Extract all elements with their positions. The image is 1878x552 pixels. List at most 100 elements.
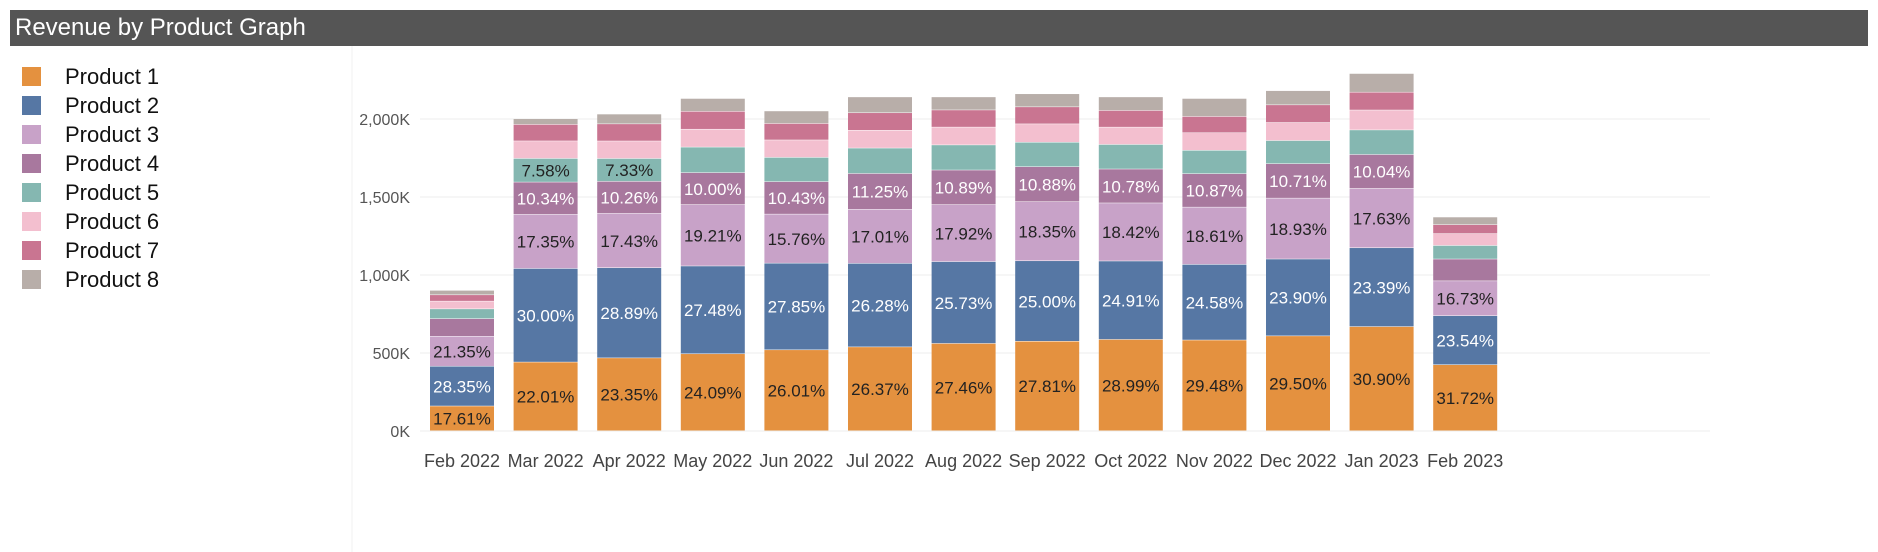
bar-segment	[931, 97, 996, 110]
legend-swatch	[22, 270, 41, 289]
x-tick-label: Nov 2022	[1176, 451, 1253, 471]
bar-segment	[764, 181, 829, 214]
bar-segment	[680, 98, 745, 112]
bar-segment	[513, 158, 578, 182]
data-label: 24.09%	[684, 384, 742, 403]
bar-segment	[597, 358, 662, 431]
bar-segment	[931, 343, 996, 431]
bar-segment	[1098, 339, 1163, 431]
bar-segment	[1433, 245, 1498, 259]
x-tick-label: Apr 2022	[593, 451, 666, 471]
bar-segment	[1266, 90, 1330, 105]
legend-label: Product 5	[65, 179, 160, 205]
data-label: 28.35%	[433, 377, 491, 396]
data-label: 10.00%	[684, 180, 742, 199]
bar-segment	[1098, 144, 1163, 169]
x-tick-label: Jan 2023	[1345, 451, 1419, 471]
bar-segment	[764, 214, 829, 263]
bar-segment	[1098, 127, 1163, 145]
data-label: 10.04%	[1353, 163, 1411, 182]
legend-item-product-8[interactable]: Product 8	[22, 265, 322, 294]
bar-segment	[1015, 142, 1080, 167]
x-tick-label: Feb 2023	[1427, 451, 1503, 471]
bar-segment	[1098, 261, 1163, 340]
bar-segment	[1266, 140, 1330, 164]
y-tick-label: 1,500K	[359, 190, 410, 207]
legend-item-product-4[interactable]: Product 4	[22, 149, 322, 178]
data-label: 17.61%	[433, 410, 491, 429]
bar-segment	[848, 209, 912, 264]
bar-segment	[848, 130, 912, 148]
bar-segment	[848, 148, 912, 174]
stacked-bar-chart: 0K 500K 1,000K 1,500K 2,000K 17.61% 28.35% 21.3…	[350, 46, 1714, 552]
bar-segment	[597, 213, 662, 268]
data-label: 7.58%	[521, 162, 569, 181]
bar-segment	[1433, 233, 1498, 246]
bar-segment	[1182, 340, 1247, 431]
bar-segment	[1433, 217, 1498, 225]
bar-segment	[1015, 107, 1080, 124]
bar-segment	[1266, 336, 1330, 431]
bar-segment	[848, 113, 912, 131]
data-label: 25.00%	[1018, 292, 1076, 311]
bar-segment	[680, 147, 745, 173]
bar-segment	[1098, 110, 1163, 127]
bar-segment	[1349, 248, 1414, 327]
data-label: 24.91%	[1102, 291, 1160, 310]
data-label: 27.85%	[768, 298, 826, 317]
bar-segment	[1349, 326, 1414, 431]
bar-segment	[931, 204, 996, 262]
data-label: 18.35%	[1018, 223, 1076, 242]
bar-segment	[764, 111, 829, 124]
bar-segment	[513, 182, 578, 215]
legend-item-product-5[interactable]: Product 5	[22, 178, 322, 207]
x-tick-label: Jul 2022	[846, 451, 914, 471]
bar-segment	[1182, 116, 1247, 133]
bar-segment	[597, 268, 662, 358]
bar-segment	[1098, 169, 1163, 203]
bar-segment	[680, 111, 745, 129]
bar-segment	[764, 263, 829, 350]
legend-swatch	[22, 154, 41, 173]
bar-segment	[1266, 163, 1330, 198]
data-label: 17.92%	[935, 224, 993, 243]
data-label: 18.42%	[1102, 223, 1160, 242]
bar-segment	[1433, 315, 1498, 365]
data-label: 26.37%	[851, 380, 909, 399]
bar-segment	[848, 347, 912, 431]
bar-segment	[513, 124, 578, 141]
data-label: 25.73%	[935, 294, 993, 313]
legend-swatch	[22, 125, 41, 144]
data-label: 10.43%	[768, 189, 826, 208]
bar-segment	[1015, 94, 1080, 107]
chart-area: 0K 500K 1,000K 1,500K 2,000K 17.61% 28.35% 21.3…	[348, 46, 1716, 552]
bar-segment	[1015, 124, 1080, 143]
data-label: 29.48%	[1186, 377, 1244, 396]
bar-segment	[1182, 207, 1247, 265]
bar-segment	[1098, 203, 1163, 261]
bar-segment	[931, 110, 996, 127]
legend-label: Product 1	[65, 63, 160, 89]
data-label: 10.34%	[517, 189, 575, 208]
y-tick-label: 0K	[390, 424, 410, 441]
data-label: 19.21%	[684, 227, 742, 246]
legend-item-product-2[interactable]: Product 2	[22, 91, 322, 120]
legend-label: Product 2	[65, 92, 160, 118]
y-tick-label: 2,000K	[359, 112, 410, 129]
bar-segment	[1266, 105, 1330, 123]
legend-item-product-3[interactable]: Product 3	[22, 120, 322, 149]
legend-item-product-7[interactable]: Product 7	[22, 236, 322, 265]
legend-item-product-1[interactable]: Product 1	[22, 62, 322, 91]
data-label: 27.48%	[684, 301, 742, 320]
bar-segment	[597, 181, 662, 214]
legend-swatch	[22, 96, 41, 115]
bar-segment	[1182, 133, 1247, 151]
bar-segment	[1433, 364, 1498, 431]
data-label: 31.72%	[1436, 389, 1494, 408]
bar-segment	[1349, 92, 1414, 110]
y-tick-label: 500K	[373, 346, 411, 363]
legend-item-product-6[interactable]: Product 6	[22, 207, 322, 236]
legend-label: Product 3	[65, 121, 160, 147]
bar-segment	[430, 318, 494, 336]
legend: Product 1 Product 2 Product 3 Product 4 …	[22, 62, 322, 294]
